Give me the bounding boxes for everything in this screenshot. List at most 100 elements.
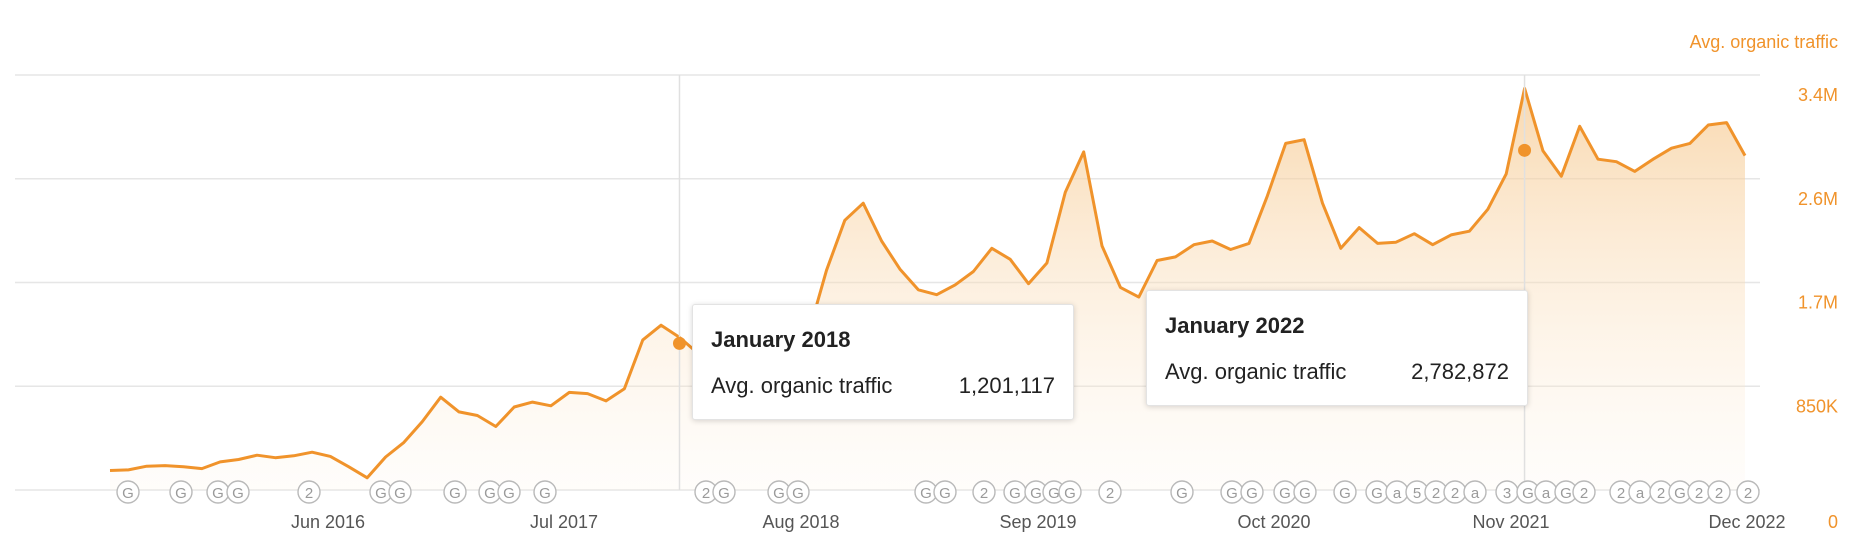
event-marker-circle	[1240, 480, 1264, 504]
event-marker-label: G	[175, 485, 187, 502]
event-marker-circle	[1058, 480, 1082, 504]
event-marker: G	[933, 480, 957, 504]
event-marker-label: 2	[1744, 485, 1752, 502]
event-marker-label: 3	[1503, 485, 1511, 502]
event-marker: G	[786, 480, 810, 504]
event-marker: G	[1668, 480, 1692, 504]
x-tick-label: Jul 2017	[530, 512, 598, 532]
event-marker-label: G	[232, 485, 244, 502]
tooltip-title: January 2018	[711, 327, 851, 352]
event-marker-label: G	[1009, 485, 1021, 502]
event-marker-circle	[1170, 480, 1194, 504]
event-marker-circle	[1463, 480, 1487, 504]
event-marker-label: a	[1471, 485, 1480, 502]
event-marker-label: 2	[980, 485, 988, 502]
event-marker-label: 2	[305, 485, 313, 502]
event-marker-label: G	[1299, 485, 1311, 502]
event-marker-label: 2	[1657, 485, 1665, 502]
event-marker-label: G	[1176, 485, 1188, 502]
event-marker: G	[1365, 480, 1389, 504]
event-marker: G	[1058, 480, 1082, 504]
tooltip-label: Avg. organic traffic	[711, 373, 893, 398]
hover-point	[1518, 143, 1532, 157]
event-marker-circle	[169, 480, 193, 504]
event-marker-label: G	[1339, 485, 1351, 502]
event-marker-label: 2	[1432, 485, 1440, 502]
event-marker-circle	[933, 480, 957, 504]
event-marker-label: G	[1674, 485, 1686, 502]
series-label: Avg. organic traffic	[1690, 32, 1838, 52]
tooltip-value: 2,782,872	[1411, 359, 1509, 384]
event-marker-label: G	[792, 485, 804, 502]
event-marker-circle	[1333, 480, 1357, 504]
event-marker-label: 2	[1617, 485, 1625, 502]
event-marker: G	[1003, 480, 1027, 504]
event-marker-circle	[1572, 480, 1596, 504]
event-marker-label: a	[1542, 485, 1551, 502]
event-marker: G	[1293, 480, 1317, 504]
series-line	[109, 86, 1747, 480]
tooltip-label: Avg. organic traffic	[1165, 359, 1347, 384]
y-tick-label: 1.7M	[1798, 293, 1838, 313]
event-marker: G	[226, 480, 250, 504]
event-marker-circle	[226, 480, 250, 504]
tooltip-jan-2022: January 2022 Avg. organic traffic 2,782,…	[1146, 290, 1528, 406]
y-axis: 0 850K 1.7M 2.6M 3.4M	[1796, 85, 1838, 532]
event-marker: G	[443, 480, 467, 504]
x-axis: Jun 2016 Jul 2017 Aug 2018 Sep 2019 Oct 2020…	[291, 512, 1786, 532]
event-marker-label: 2	[1451, 485, 1459, 502]
event-marker-label: G	[1560, 485, 1572, 502]
event-marker-label: G	[212, 485, 224, 502]
event-marker: G	[206, 480, 230, 504]
event-marker-circle	[388, 480, 412, 504]
event-marker-circle	[1293, 480, 1317, 504]
event-marker-label: G	[1371, 485, 1383, 502]
event-marker: G	[497, 480, 521, 504]
event-marker-label: G	[939, 485, 951, 502]
event-marker-label: 2	[1715, 485, 1723, 502]
event-marker-circle	[116, 480, 140, 504]
tooltip-jan-2018: January 2018 Avg. organic traffic 1,201,…	[692, 304, 1074, 420]
x-tick-label: Aug 2018	[762, 512, 839, 532]
event-marker-label: G	[503, 485, 515, 502]
event-marker: 3	[1495, 480, 1519, 504]
event-marker-circle	[497, 480, 521, 504]
event-marker-label: G	[1030, 485, 1042, 502]
event-marker: 2	[972, 480, 996, 504]
y-tick-label: 850K	[1796, 396, 1838, 416]
event-marker-label: 2	[702, 485, 710, 502]
event-marker: G	[1170, 480, 1194, 504]
event-marker-label: G	[773, 485, 785, 502]
event-marker: G	[478, 480, 502, 504]
event-marker: a	[1534, 480, 1558, 504]
event-marker-label: a	[1393, 485, 1402, 502]
event-marker: G	[1220, 480, 1244, 504]
event-marker: 2	[1572, 480, 1596, 504]
event-marker-label: a	[1636, 485, 1645, 502]
event-marker-label: G	[394, 485, 406, 502]
event-marker: a	[1463, 480, 1487, 504]
event-marker-label: G	[539, 485, 551, 502]
event-marker: G	[1333, 480, 1357, 504]
event-marker: 2	[1098, 480, 1122, 504]
event-marker: 2	[1736, 480, 1760, 504]
y-tick-label: 3.4M	[1798, 85, 1838, 105]
event-marker-label: G	[1246, 485, 1258, 502]
event-marker-label: 5	[1413, 485, 1421, 502]
event-marker: G	[1273, 480, 1297, 504]
event-marker-label: G	[1226, 485, 1238, 502]
event-marker-circle	[1098, 480, 1122, 504]
event-marker: 2	[1443, 480, 1467, 504]
event-marker: G	[388, 480, 412, 504]
y-tick-label: 2.6M	[1798, 189, 1838, 209]
event-marker-label: G	[1279, 485, 1291, 502]
event-marker-label: G	[1522, 485, 1534, 502]
x-tick-label: Oct 2020	[1237, 512, 1310, 532]
event-marker-circle	[297, 480, 321, 504]
event-marker-circle	[712, 480, 736, 504]
event-marker: G	[169, 480, 193, 504]
event-marker: 2	[1687, 480, 1711, 504]
event-marker-label: G	[375, 485, 387, 502]
